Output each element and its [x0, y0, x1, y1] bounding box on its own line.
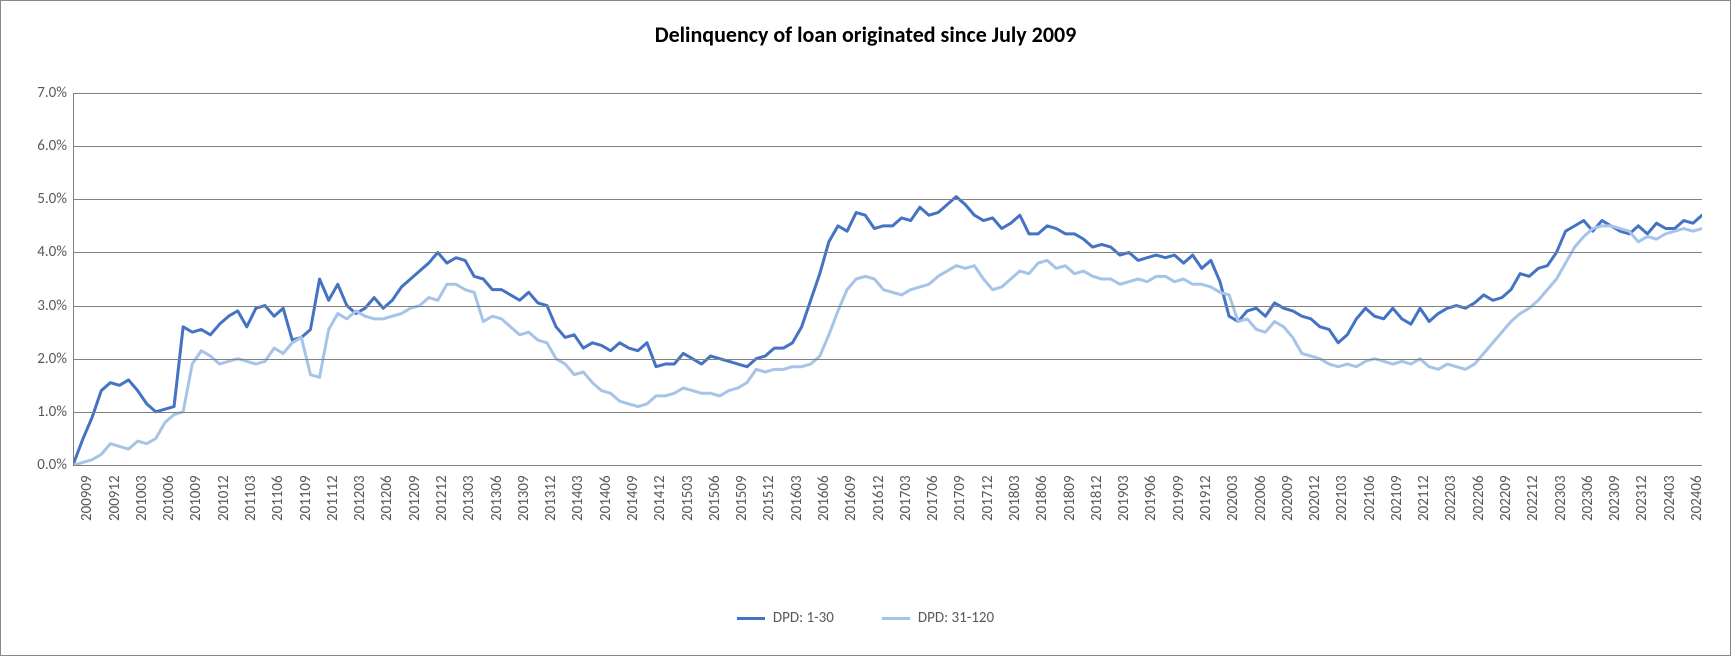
x-tick-label: 202212 [1524, 476, 1542, 522]
x-tick-label: 201406 [597, 476, 615, 522]
x-tick-label: 202112 [1415, 476, 1433, 522]
gridline [74, 199, 1702, 200]
x-tick-label: 201806 [1033, 476, 1051, 522]
x-tick-label: 201006 [160, 476, 178, 522]
gridline [74, 93, 1702, 94]
delinquency-chart: Delinquency of loan originated since Jul… [0, 0, 1731, 656]
gridline [74, 412, 1702, 413]
x-tick-label: 201703 [897, 476, 915, 522]
x-tick-label: 201012 [215, 476, 233, 522]
x-tick-label: 202203 [1442, 476, 1460, 522]
x-tick-label: 201206 [378, 476, 396, 522]
y-tick-label: 2.0% [1, 350, 67, 368]
x-tick-label: 201112 [324, 476, 342, 522]
x-tick-label: 201312 [542, 476, 560, 522]
x-tick-label: 201809 [1061, 476, 1079, 522]
legend-label: DPD: 31-120 [918, 609, 994, 627]
x-tick-label: 201909 [1170, 476, 1188, 522]
x-tick-label: 201712 [979, 476, 997, 522]
y-tick-label: 7.0% [1, 84, 67, 102]
x-tick-label: 201509 [733, 476, 751, 522]
x-tick-label: 202209 [1497, 476, 1515, 522]
x-tick-label: 201203 [351, 476, 369, 522]
x-tick-label: 202006 [1252, 476, 1270, 522]
x-tick-label: 201212 [433, 476, 451, 522]
plot-area [73, 93, 1702, 466]
x-tick-label: 202009 [1279, 476, 1297, 522]
legend-swatch [737, 617, 765, 620]
y-tick-label: 6.0% [1, 137, 67, 155]
y-tick-label: 4.0% [1, 243, 67, 261]
x-tick-label: 201306 [488, 476, 506, 522]
x-tick-label: 202306 [1579, 476, 1597, 522]
x-tick-label: 202106 [1361, 476, 1379, 522]
x-tick-label: 202406 [1688, 476, 1706, 522]
x-tick-label: 202403 [1661, 476, 1679, 522]
x-tick-label: 201603 [788, 476, 806, 522]
legend-label: DPD: 1-30 [773, 609, 834, 627]
chart-title: Delinquency of loan originated since Jul… [1, 1, 1730, 48]
legend-swatch [882, 617, 910, 620]
y-tick-label: 1.0% [1, 403, 67, 421]
x-tick-label: 201303 [460, 476, 478, 522]
x-tick-label: 201103 [242, 476, 260, 522]
x-tick-label: 201803 [1006, 476, 1024, 522]
x-tick-label: 201403 [569, 476, 587, 522]
x-tick-label: 201009 [187, 476, 205, 522]
x-tick-label: 201812 [1088, 476, 1106, 522]
legend-item: DPD: 31-120 [882, 609, 994, 627]
x-tick-label: 201106 [269, 476, 287, 522]
x-tick-label: 201906 [1142, 476, 1160, 522]
series-line [74, 226, 1702, 465]
y-tick-label: 3.0% [1, 297, 67, 315]
chart-lines [74, 93, 1702, 465]
gridline [74, 306, 1702, 307]
x-tick-label: 201003 [133, 476, 151, 522]
x-tick-label: 201903 [1115, 476, 1133, 522]
x-tick-label: 202103 [1333, 476, 1351, 522]
x-tick-label: 201912 [1197, 476, 1215, 522]
x-tick-label: 201609 [842, 476, 860, 522]
series-line [74, 197, 1702, 463]
x-tick-label: 202312 [1633, 476, 1651, 522]
gridline [74, 146, 1702, 147]
x-tick-label: 201506 [706, 476, 724, 522]
x-tick-label: 201209 [406, 476, 424, 522]
x-tick-label: 200909 [78, 476, 96, 522]
x-tick-label: 201612 [870, 476, 888, 522]
y-tick-label: 0.0% [1, 456, 67, 474]
x-tick-label: 202206 [1470, 476, 1488, 522]
gridline [74, 252, 1702, 253]
x-tick-label: 202012 [1306, 476, 1324, 522]
legend: DPD: 1-30 DPD: 31-120 [1, 609, 1730, 627]
x-tick-label: 201512 [760, 476, 778, 522]
x-tick-label: 202003 [1224, 476, 1242, 522]
x-tick-label: 200912 [106, 476, 124, 522]
x-tick-label: 202109 [1388, 476, 1406, 522]
x-tick-label: 201503 [679, 476, 697, 522]
x-tick-label: 201412 [651, 476, 669, 522]
x-tick-label: 201706 [924, 476, 942, 522]
x-tick-label: 202309 [1606, 476, 1624, 522]
x-tick-label: 201709 [951, 476, 969, 522]
gridline [74, 359, 1702, 360]
x-tick-label: 202303 [1552, 476, 1570, 522]
x-tick-label: 201606 [815, 476, 833, 522]
x-tick-label: 201409 [624, 476, 642, 522]
legend-item: DPD: 1-30 [737, 609, 834, 627]
x-tick-label: 201309 [515, 476, 533, 522]
y-tick-label: 5.0% [1, 190, 67, 208]
x-tick-label: 201109 [297, 476, 315, 522]
